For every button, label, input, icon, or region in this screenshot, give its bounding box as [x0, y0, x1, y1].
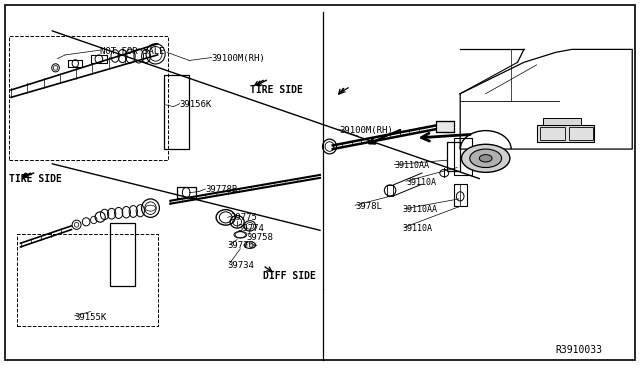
Bar [543, 118, 581, 125]
Circle shape [479, 155, 492, 162]
Bar [387, 185, 394, 196]
Circle shape [461, 144, 510, 172]
Bar [91, 55, 106, 63]
Text: TIRE SIDE: TIRE SIDE [9, 174, 62, 184]
Text: DIFF SIDE: DIFF SIDE [262, 272, 316, 282]
Bar [447, 142, 460, 171]
Bar [9, 36, 168, 160]
Bar [177, 187, 196, 198]
Text: 39155K: 39155K [75, 312, 107, 321]
Bar [537, 125, 594, 142]
Text: 39110AA: 39110AA [394, 161, 429, 170]
Bar [454, 184, 467, 206]
Text: 39100M(RH): 39100M(RH) [339, 126, 393, 135]
Text: 39110A: 39110A [406, 178, 436, 187]
Bar [540, 127, 565, 140]
Text: 39776: 39776 [228, 241, 255, 250]
Text: 39100M(RH): 39100M(RH) [212, 54, 266, 63]
Bar [454, 138, 472, 175]
Bar [164, 75, 189, 149]
Bar [68, 60, 83, 67]
Text: 39778B: 39778B [205, 185, 237, 194]
Text: 3978L: 3978L [355, 202, 382, 211]
Text: TIRE SIDE: TIRE SIDE [250, 85, 303, 95]
Bar [568, 127, 593, 140]
Text: 39775: 39775 [231, 213, 258, 222]
Bar [436, 121, 454, 132]
Text: 39110A: 39110A [403, 224, 433, 233]
Text: 39734: 39734 [228, 261, 255, 270]
Text: NOT FOR SALE: NOT FOR SALE [100, 47, 164, 56]
Text: 39758: 39758 [246, 233, 273, 242]
Text: 39110AA: 39110AA [403, 205, 438, 215]
Text: R3910033: R3910033 [556, 345, 603, 355]
Bar [109, 223, 135, 286]
Text: 39774: 39774 [237, 224, 264, 233]
Text: 39156K: 39156K [180, 100, 212, 109]
Bar [17, 234, 157, 326]
Circle shape [470, 149, 502, 167]
